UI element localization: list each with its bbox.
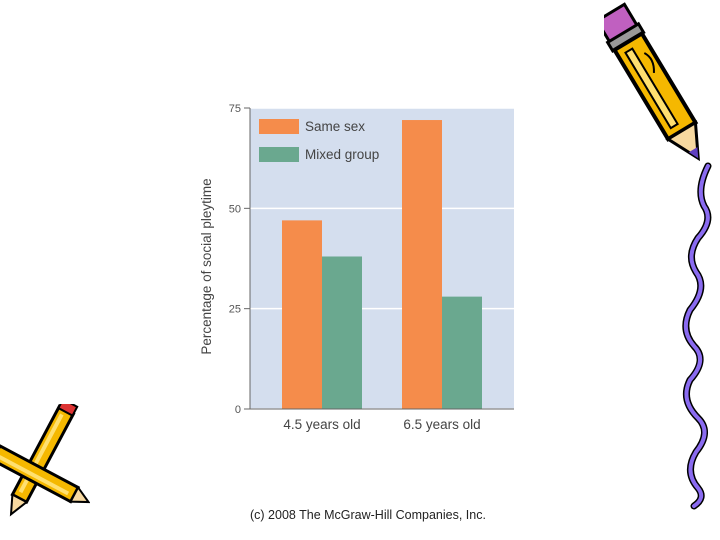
y-tick-label: 0 bbox=[235, 404, 241, 416]
copyright-text: (c) 2008 The McGraw-Hill Companies, Inc. bbox=[250, 508, 486, 522]
y-axis-label: Percentage of social pleytime bbox=[199, 178, 214, 354]
crossed-pencils-clipart-icon bbox=[0, 404, 90, 517]
bar-mixed-group-1 bbox=[442, 296, 482, 409]
pencil-clipart-icon bbox=[604, 2, 700, 162]
bar-same-sex-1 bbox=[402, 120, 442, 409]
y-tick-label: 25 bbox=[229, 304, 241, 316]
bars bbox=[282, 120, 482, 409]
legend-swatch bbox=[259, 147, 299, 162]
y-tick-label: 75 bbox=[229, 103, 241, 115]
legend-label: Mixed group bbox=[305, 147, 379, 162]
axes: 0 25 50 75 4.5 years old 6.5 years old bbox=[229, 103, 514, 432]
x-tick-label: 6.5 years old bbox=[403, 417, 480, 432]
legend: Same sex Mixed group bbox=[259, 119, 379, 162]
legend-swatch bbox=[259, 119, 299, 134]
x-tick-label: 4.5 years old bbox=[283, 417, 360, 432]
legend-label: Same sex bbox=[305, 119, 365, 134]
squiggle-line-icon bbox=[682, 162, 712, 510]
y-tick-label: 50 bbox=[229, 203, 241, 215]
bar-mixed-group-0 bbox=[322, 256, 362, 409]
bar-same-sex-0 bbox=[282, 220, 322, 409]
